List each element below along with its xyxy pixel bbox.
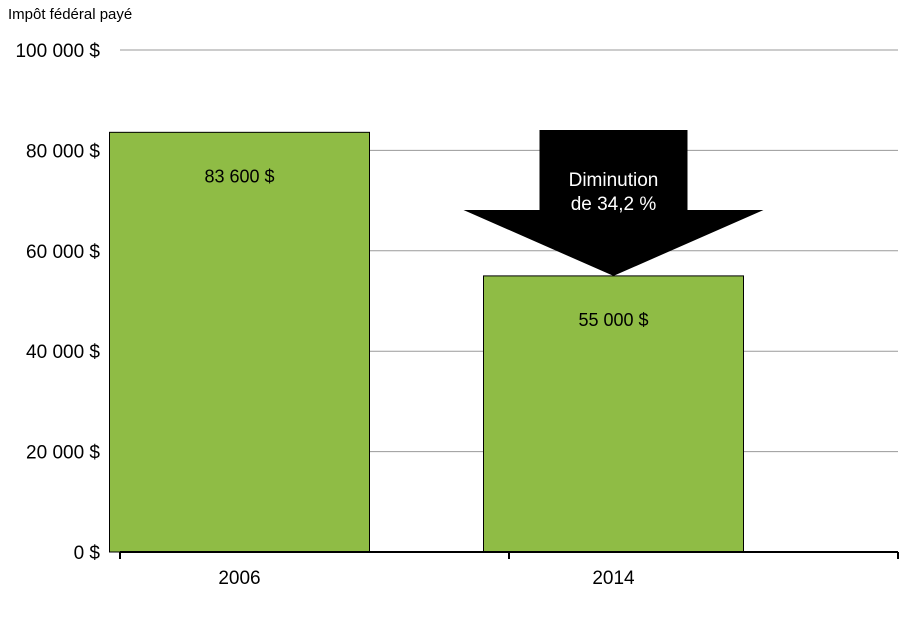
- y-tick-label: 40 000 $: [26, 342, 100, 363]
- data-label: 83 600 $: [204, 166, 274, 186]
- bar-2006: [109, 131, 370, 553]
- decrease-arrow-annotation: Diminution de 34,2 %: [463, 130, 764, 276]
- x-tick-label: 2014: [592, 568, 635, 589]
- y-tick-label: 80 000 $: [26, 141, 100, 162]
- y-tick-label: 0 $: [74, 543, 101, 564]
- y-tick-label: 100 000 $: [15, 41, 100, 62]
- y-tick-label: 20 000 $: [26, 443, 100, 464]
- bar-2014: [483, 275, 744, 553]
- x-tick-label: 2006: [218, 568, 260, 589]
- data-label: 55 000 $: [578, 310, 648, 330]
- y-axis-ticks: 0 $ 20 000 $ 40 000 $ 60 000 $ 80 000 $ 100 0…: [15, 41, 100, 564]
- bars: 83 600 $ 55 000 $: [109, 131, 744, 553]
- annotation-line-1: Diminution: [569, 170, 659, 191]
- x-axis: [119, 551, 899, 559]
- down-arrow-shape: [463, 130, 764, 276]
- x-axis-labels: 2006 2014: [218, 568, 635, 589]
- y-axis-title: Impôt fédéral payé: [8, 6, 133, 23]
- annotation-line-2: de 34,2 %: [571, 194, 657, 215]
- y-tick-label: 60 000 $: [26, 242, 100, 263]
